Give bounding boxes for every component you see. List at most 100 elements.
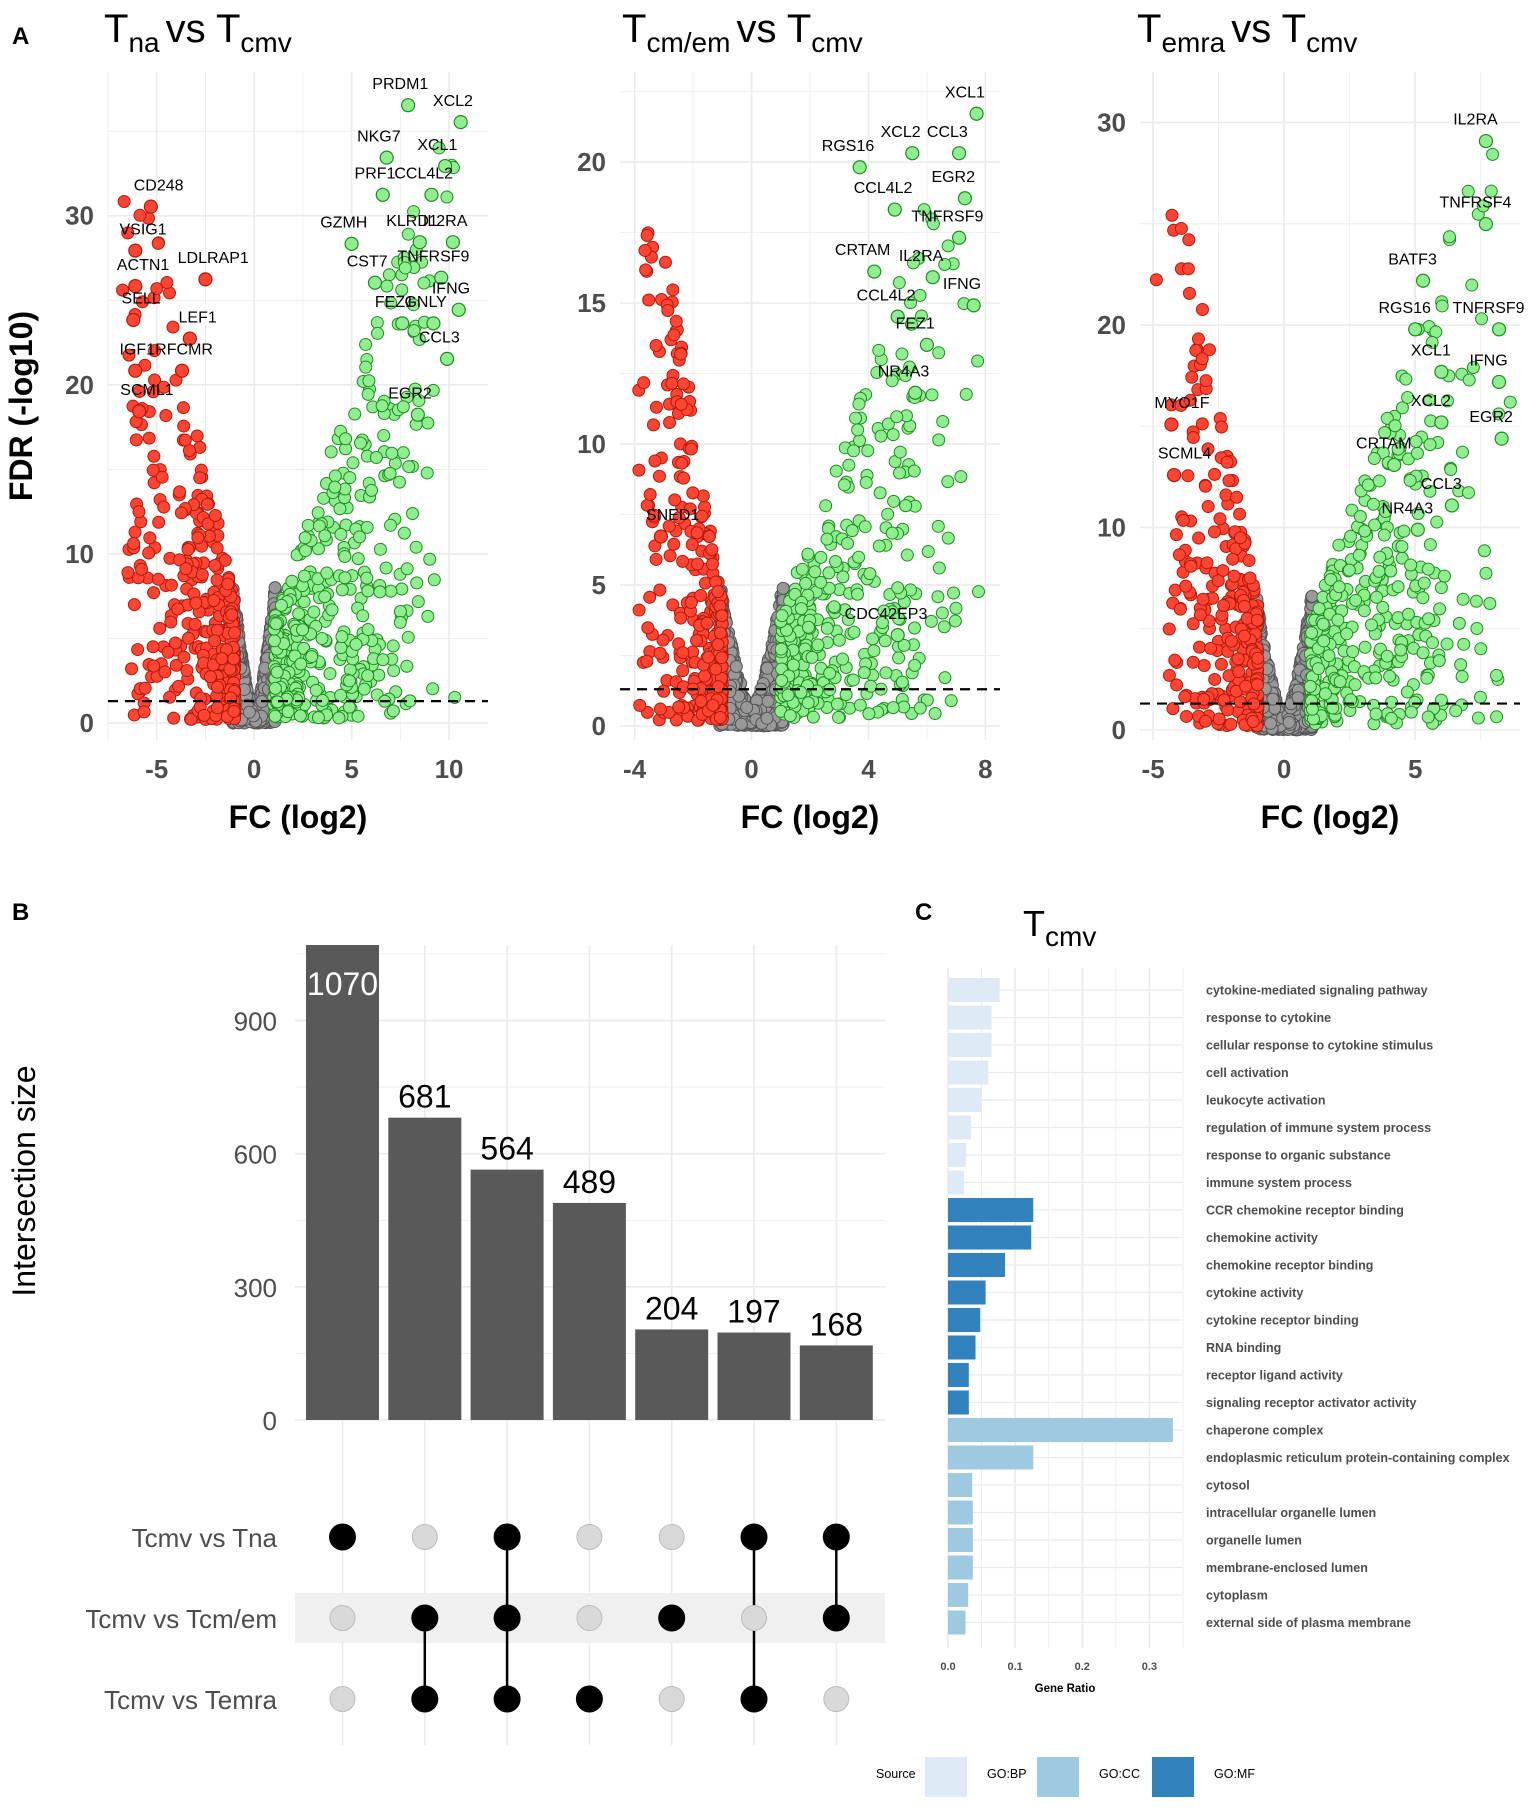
up-point	[386, 704, 400, 718]
gene-label: IFNG	[1469, 353, 1507, 370]
down-point	[649, 552, 663, 566]
ns-point	[1305, 589, 1319, 603]
gene-label: CST7	[347, 253, 388, 270]
down-point	[657, 684, 671, 698]
labelled-gene-point	[198, 272, 213, 287]
up-point	[1342, 563, 1356, 577]
labelled-gene-point	[890, 628, 905, 643]
up-point	[832, 710, 846, 724]
up-point	[267, 634, 281, 648]
labelled-gene-point	[453, 114, 468, 130]
x-tick-label: -5	[145, 754, 168, 784]
up-point	[334, 527, 348, 541]
down-point	[211, 680, 225, 694]
up-point	[417, 276, 431, 290]
down-point	[1242, 554, 1256, 568]
title-sub: cm/em	[646, 27, 730, 58]
down-point	[675, 456, 689, 470]
up-point	[420, 466, 434, 480]
down-point	[116, 283, 130, 297]
down-point	[146, 463, 160, 477]
down-point	[1174, 221, 1188, 235]
up-point	[891, 581, 905, 595]
down-point	[164, 615, 178, 629]
up-point	[819, 499, 833, 513]
up-point	[847, 444, 861, 458]
ns-point	[760, 661, 774, 675]
up-point	[1373, 550, 1387, 564]
up-point	[269, 617, 283, 631]
down-point	[1226, 552, 1240, 566]
down-point	[1213, 512, 1227, 526]
down-point	[701, 650, 715, 664]
up-point	[387, 664, 401, 678]
gene-label: XCL1	[945, 84, 985, 101]
up-point	[820, 621, 834, 635]
gene-label: IFNG	[943, 276, 981, 293]
up-point	[335, 630, 349, 644]
up-point	[1317, 634, 1331, 648]
up-point	[1455, 669, 1469, 683]
down-point	[663, 415, 677, 429]
up-point	[372, 668, 386, 682]
up-point	[1470, 622, 1484, 636]
down-point	[676, 554, 690, 568]
up-point	[1353, 510, 1367, 524]
up-point	[1395, 540, 1409, 554]
down-point	[148, 344, 162, 358]
down-point	[690, 526, 704, 540]
up-point	[1423, 538, 1437, 552]
up-point	[328, 469, 342, 483]
up-point	[1477, 544, 1491, 558]
labelled-gene-point	[1434, 364, 1449, 379]
down-point	[1207, 525, 1221, 539]
up-point	[1305, 702, 1319, 716]
up-point	[396, 400, 410, 414]
up-point	[333, 502, 347, 516]
up-point	[338, 550, 352, 564]
gene-label: IL2RA	[1453, 112, 1498, 129]
up-point	[324, 445, 338, 459]
down-point	[180, 664, 194, 678]
down-point	[1220, 455, 1234, 469]
up-point	[1473, 690, 1487, 704]
labelled-gene-point	[969, 106, 984, 121]
up-point	[294, 657, 308, 671]
up-point	[932, 346, 946, 360]
up-point	[401, 630, 415, 644]
labelled-gene-point	[143, 199, 158, 214]
down-point	[201, 517, 215, 531]
up-point	[1305, 626, 1319, 640]
y-tick-label: 0	[80, 708, 94, 738]
down-point	[153, 621, 167, 635]
up-point	[801, 620, 815, 634]
up-point	[309, 683, 323, 697]
gene-label: CCL4L2	[394, 166, 453, 183]
up-point	[881, 507, 895, 521]
down-point	[1184, 559, 1198, 573]
up-point	[1417, 576, 1431, 590]
labelled-gene-point	[412, 235, 427, 250]
labelled-gene-point	[344, 236, 359, 251]
labelled-gene-point	[1166, 467, 1182, 483]
gene-label: ACTN1	[117, 257, 170, 274]
up-point	[1358, 524, 1372, 538]
up-point	[370, 316, 384, 330]
up-point	[318, 590, 332, 604]
down-point	[1185, 370, 1199, 384]
labelled-gene-point	[1444, 498, 1459, 513]
y-tick-label: 5	[592, 570, 606, 600]
down-point	[639, 263, 653, 277]
y-tick-label: 10	[577, 429, 606, 459]
up-point	[401, 227, 415, 241]
up-point	[852, 550, 866, 564]
up-point	[285, 574, 299, 588]
up-point	[400, 659, 414, 673]
down-point	[1224, 634, 1238, 648]
labelled-gene-point	[966, 298, 981, 313]
up-point	[935, 606, 949, 620]
down-point	[208, 634, 222, 648]
labelled-gene-point	[653, 529, 669, 544]
up-point	[1422, 612, 1436, 626]
x-tick-label: 8	[978, 754, 992, 784]
